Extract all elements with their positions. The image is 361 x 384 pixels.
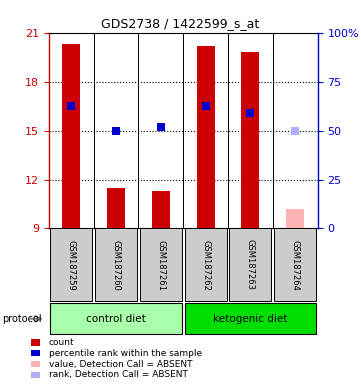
Point [68,103,74,109]
Text: percentile rank within the sample: percentile rank within the sample [49,349,202,358]
Bar [62,44,80,228]
Text: GSM187263: GSM187263 [246,240,255,290]
Bar [242,52,260,228]
Text: GSM187259: GSM187259 [67,240,76,290]
Text: GSM187260: GSM187260 [112,240,121,290]
Point [203,103,209,109]
Text: GSM187264: GSM187264 [291,240,300,290]
Text: control diet: control diet [86,314,146,324]
Text: rank, Detection Call = ABSENT: rank, Detection Call = ABSENT [49,370,188,379]
Text: count: count [49,338,74,347]
Bar [286,209,304,228]
Bar [197,46,214,228]
Text: value, Detection Call = ABSENT: value, Detection Call = ABSENT [49,359,192,369]
Point [158,124,164,131]
Text: ketogenic diet: ketogenic diet [213,314,288,324]
Text: protocol: protocol [2,314,42,324]
Bar [107,188,125,228]
Bar [152,191,170,228]
Text: GSM187262: GSM187262 [201,240,210,290]
Point [248,109,253,116]
Point [292,127,298,134]
Text: GSM187261: GSM187261 [156,240,165,290]
Text: GDS2738 / 1422599_s_at: GDS2738 / 1422599_s_at [101,17,260,30]
Point [113,127,119,134]
